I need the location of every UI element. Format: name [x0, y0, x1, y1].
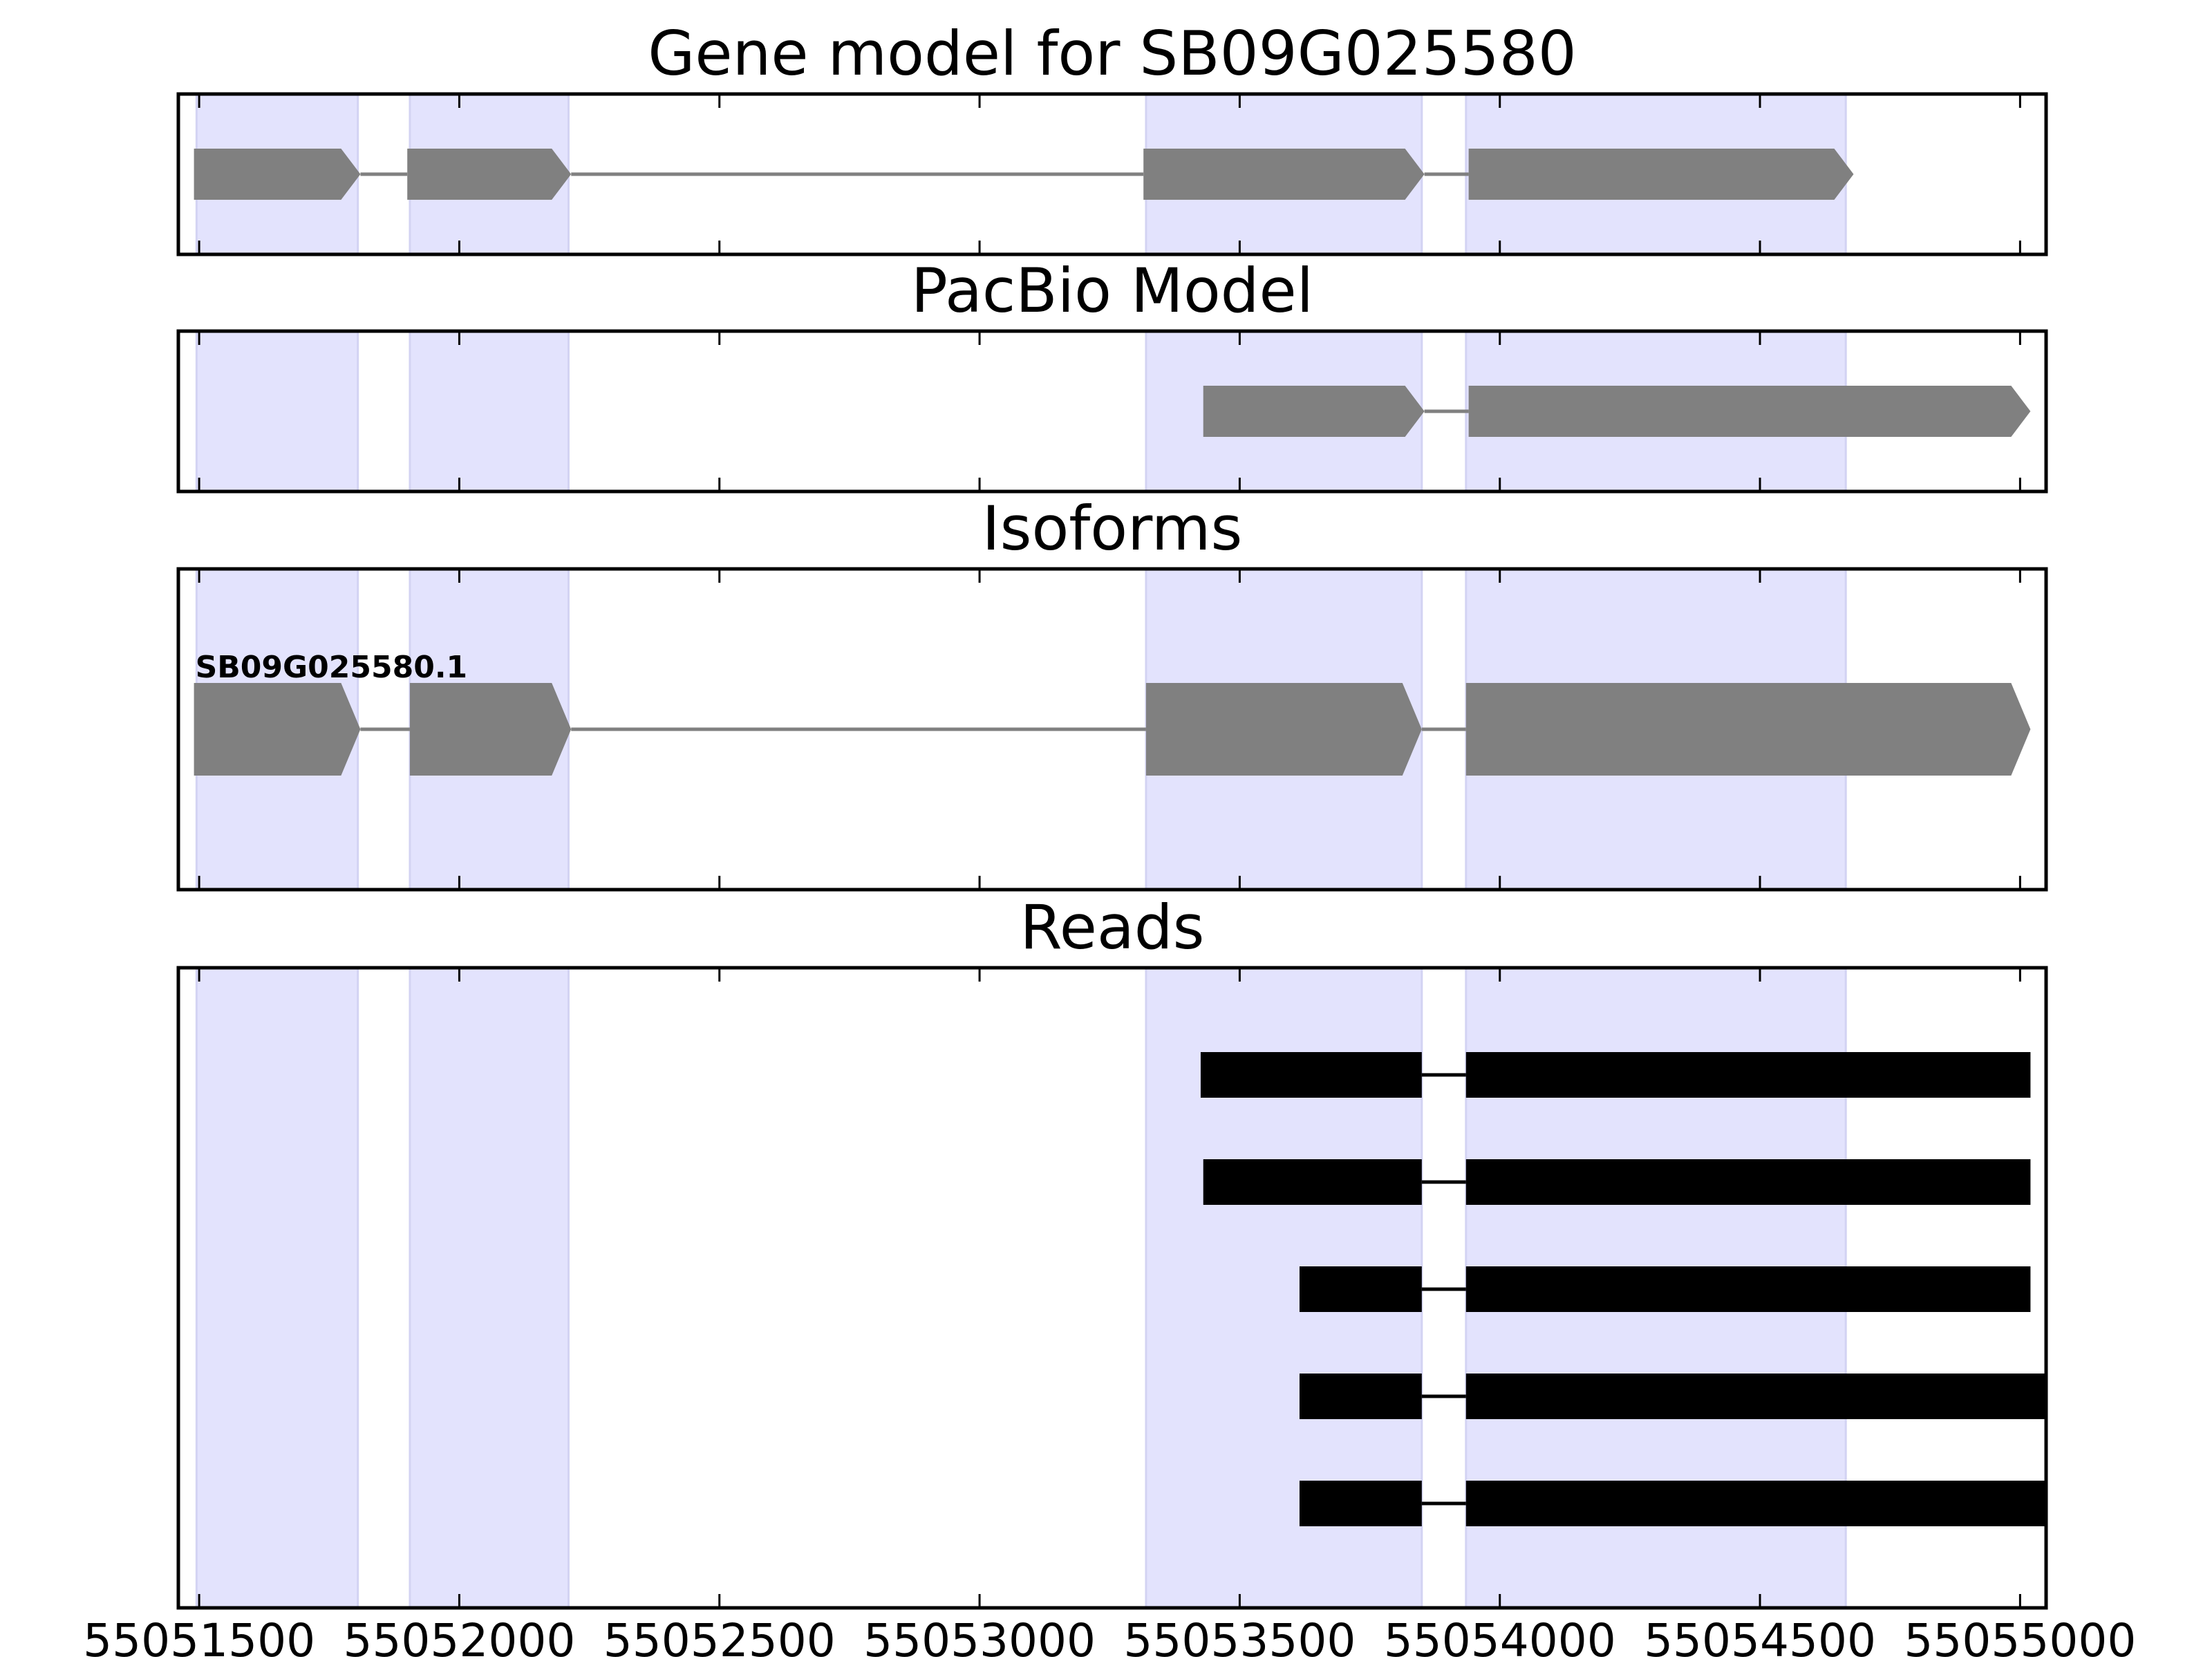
exon-arrow — [1468, 386, 2031, 437]
panel-2: PacBio Model — [176, 255, 2048, 494]
read-block — [1299, 1374, 1422, 1419]
read-block — [1465, 1266, 2031, 1312]
x-tick-label: 55052000 — [343, 1614, 575, 1659]
exon-arrow — [1465, 683, 2031, 776]
read-block — [1299, 1481, 1422, 1526]
exon-arrow — [1203, 386, 1425, 437]
isoform-label: SB09G025580.1 — [196, 650, 468, 685]
exon-arrow — [407, 149, 572, 200]
exon-arrow — [409, 683, 572, 776]
exon-highlight-band — [409, 330, 570, 493]
read-block — [1203, 1159, 1422, 1205]
read-block — [1465, 1374, 2046, 1419]
panel-frame — [176, 966, 2048, 1610]
panel-title: PacBio Model — [911, 255, 1313, 326]
x-tick-label: 55055000 — [1904, 1614, 2136, 1659]
panel-frame — [176, 329, 2048, 494]
read-block — [1465, 1052, 2031, 1098]
panel-title: Isoforms — [982, 493, 1243, 564]
exon-highlight-band — [409, 966, 570, 1609]
read-block — [1200, 1052, 1422, 1098]
exon-arrow — [194, 683, 361, 776]
panel-4: Reads — [176, 892, 2048, 1610]
read-block — [1299, 1266, 1422, 1312]
exon-arrow — [1468, 149, 1854, 200]
read-block — [1465, 1481, 2046, 1526]
panel-title: Reads — [1020, 892, 1205, 963]
x-tick-label: 55051500 — [83, 1614, 315, 1659]
panel-3: Isoforms SB09G025580.1 — [176, 493, 2048, 892]
exon-arrow — [1145, 683, 1422, 776]
x-tick-label: 55052500 — [603, 1614, 836, 1659]
read-block — [1465, 1159, 2031, 1205]
exon-highlight-band — [195, 966, 359, 1609]
panel-title: Gene model for SB09G025580 — [648, 18, 1577, 89]
x-tick-label: 55053000 — [863, 1614, 1096, 1659]
panel-frame — [176, 567, 2048, 892]
exon-arrow — [1143, 149, 1425, 200]
x-tick-label: 55054000 — [1384, 1614, 1616, 1659]
panel-1: Gene model for SB09G025580 — [176, 18, 2048, 256]
exon-arrow — [194, 149, 361, 200]
exon-highlight-band — [195, 330, 359, 493]
x-tick-label: 55053500 — [1123, 1614, 1356, 1659]
panel-frame — [176, 92, 2048, 256]
x-tick-label: 55054500 — [1644, 1614, 1876, 1659]
